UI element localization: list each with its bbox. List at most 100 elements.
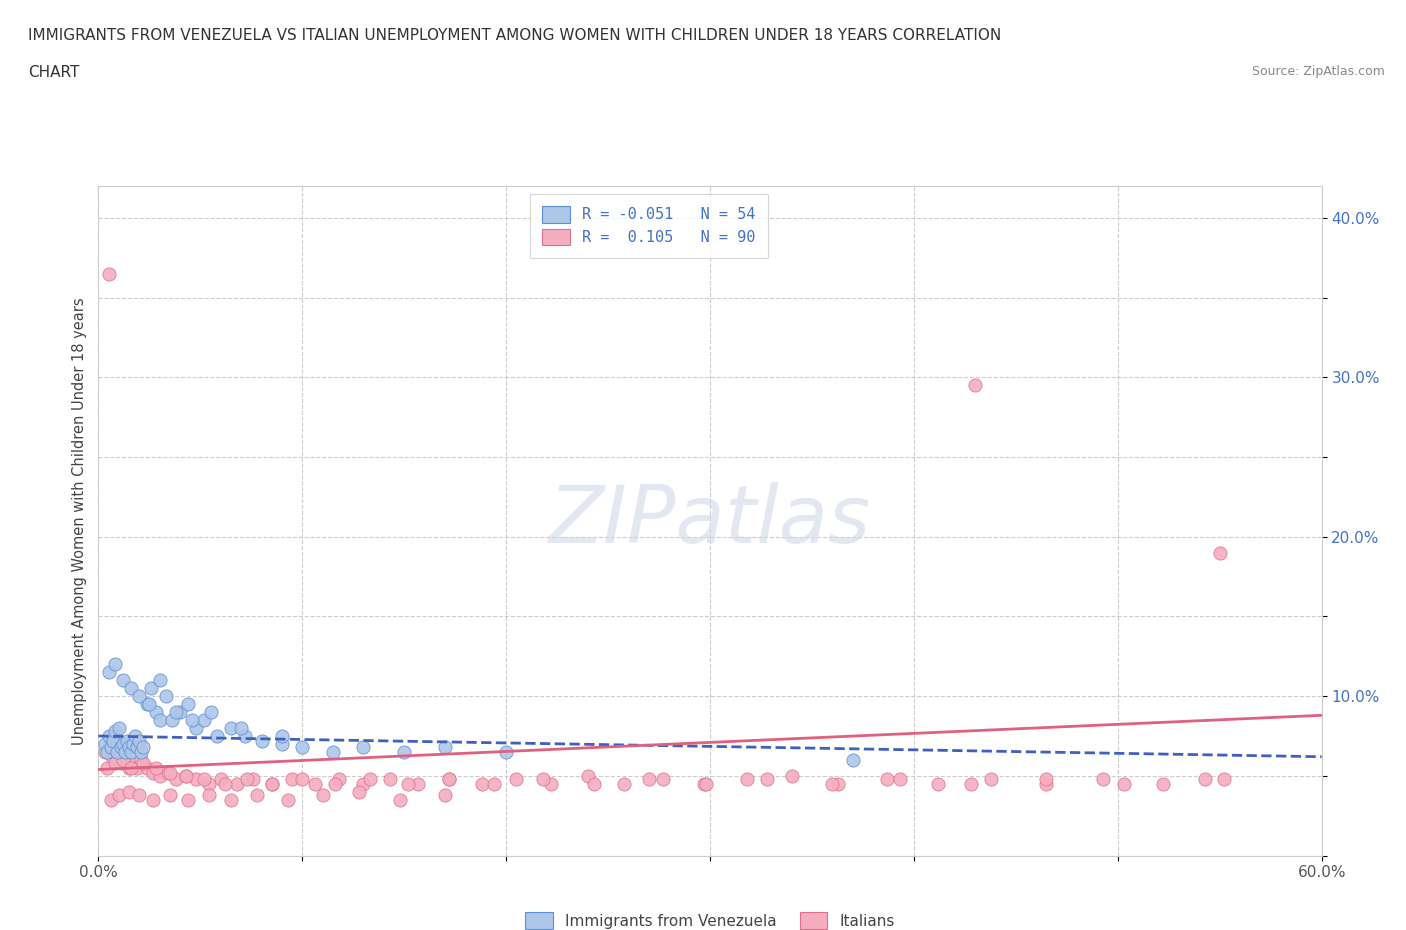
- Point: [434, 788, 457, 803]
- Point: [97, 728, 120, 743]
- Point: [149, 712, 172, 727]
- Point: [145, 705, 167, 720]
- Point: [250, 734, 273, 749]
- Point: [104, 657, 127, 671]
- Point: [1152, 777, 1174, 791]
- Point: [304, 777, 326, 791]
- Point: [110, 739, 132, 754]
- Point: [120, 745, 142, 760]
- Point: [115, 734, 138, 749]
- Point: [155, 689, 177, 704]
- Text: ZIPatlas: ZIPatlas: [548, 482, 872, 560]
- Point: [128, 788, 150, 803]
- Point: [100, 739, 122, 754]
- Point: [132, 756, 155, 771]
- Point: [889, 772, 911, 787]
- Point: [110, 756, 132, 771]
- Y-axis label: Unemployment Among Women with Children Under 18 years: Unemployment Among Women with Children U…: [72, 297, 87, 745]
- Point: [97, 665, 120, 680]
- Point: [270, 728, 294, 743]
- Point: [149, 672, 172, 687]
- Point: [328, 772, 350, 787]
- Point: [352, 777, 374, 791]
- Point: [613, 777, 636, 791]
- Point: [735, 772, 758, 787]
- Point: [312, 788, 335, 803]
- Point: [780, 768, 803, 783]
- Point: [93, 737, 115, 751]
- Point: [177, 697, 200, 711]
- Point: [165, 772, 187, 787]
- Point: [231, 721, 253, 736]
- Point: [142, 792, 165, 807]
- Point: [242, 772, 264, 787]
- Point: [101, 734, 124, 749]
- Point: [219, 792, 242, 807]
- Point: [214, 777, 236, 791]
- Point: [281, 772, 304, 787]
- Point: [352, 739, 374, 754]
- Point: [965, 378, 987, 392]
- Point: [291, 739, 314, 754]
- Point: [1035, 777, 1057, 791]
- Point: [169, 705, 191, 720]
- Point: [108, 721, 131, 736]
- Point: [392, 745, 416, 760]
- Point: [129, 745, 152, 760]
- Point: [127, 761, 149, 776]
- Point: [105, 750, 128, 764]
- Point: [108, 788, 131, 803]
- Point: [652, 772, 675, 787]
- Point: [821, 777, 844, 791]
- Point: [200, 705, 222, 720]
- Point: [114, 752, 136, 767]
- Point: [437, 772, 460, 787]
- Point: [359, 772, 381, 787]
- Point: [876, 772, 898, 787]
- Point: [1112, 777, 1135, 791]
- Point: [105, 745, 128, 760]
- Point: [226, 777, 249, 791]
- Point: [841, 752, 863, 767]
- Point: [120, 681, 142, 696]
- Point: [323, 777, 346, 791]
- Point: [197, 788, 219, 803]
- Point: [576, 768, 599, 783]
- Legend: Immigrants from Venezuela, Italians: Immigrants from Venezuela, Italians: [519, 906, 901, 930]
- Point: [124, 728, 146, 743]
- Point: [145, 761, 167, 776]
- Point: [120, 761, 142, 776]
- Point: [174, 768, 197, 783]
- Point: [408, 777, 430, 791]
- Point: [219, 721, 242, 736]
- Point: [127, 739, 149, 754]
- Text: IMMIGRANTS FROM VENEZUELA VS ITALIAN UNEMPLOYMENT AMONG WOMEN WITH CHILDREN UNDE: IMMIGRANTS FROM VENEZUELA VS ITALIAN UNE…: [28, 28, 1001, 43]
- Point: [927, 777, 949, 791]
- Point: [236, 772, 259, 787]
- Point: [482, 777, 505, 791]
- Point: [495, 745, 517, 760]
- Point: [1212, 772, 1234, 787]
- Point: [96, 761, 118, 776]
- Point: [434, 739, 457, 754]
- Point: [181, 712, 204, 727]
- Point: [159, 788, 181, 803]
- Point: [540, 777, 562, 791]
- Point: [505, 772, 527, 787]
- Point: [159, 765, 181, 780]
- Point: [960, 777, 983, 791]
- Text: CHART: CHART: [28, 65, 80, 80]
- Point: [277, 792, 299, 807]
- Point: [1035, 772, 1057, 787]
- Point: [97, 739, 120, 754]
- Point: [114, 745, 136, 760]
- Point: [246, 788, 269, 803]
- Point: [186, 772, 208, 787]
- Point: [136, 697, 159, 711]
- Point: [111, 672, 134, 687]
- Point: [193, 712, 215, 727]
- Point: [177, 792, 200, 807]
- Point: [322, 745, 344, 760]
- Point: [128, 734, 150, 749]
- Point: [291, 772, 314, 787]
